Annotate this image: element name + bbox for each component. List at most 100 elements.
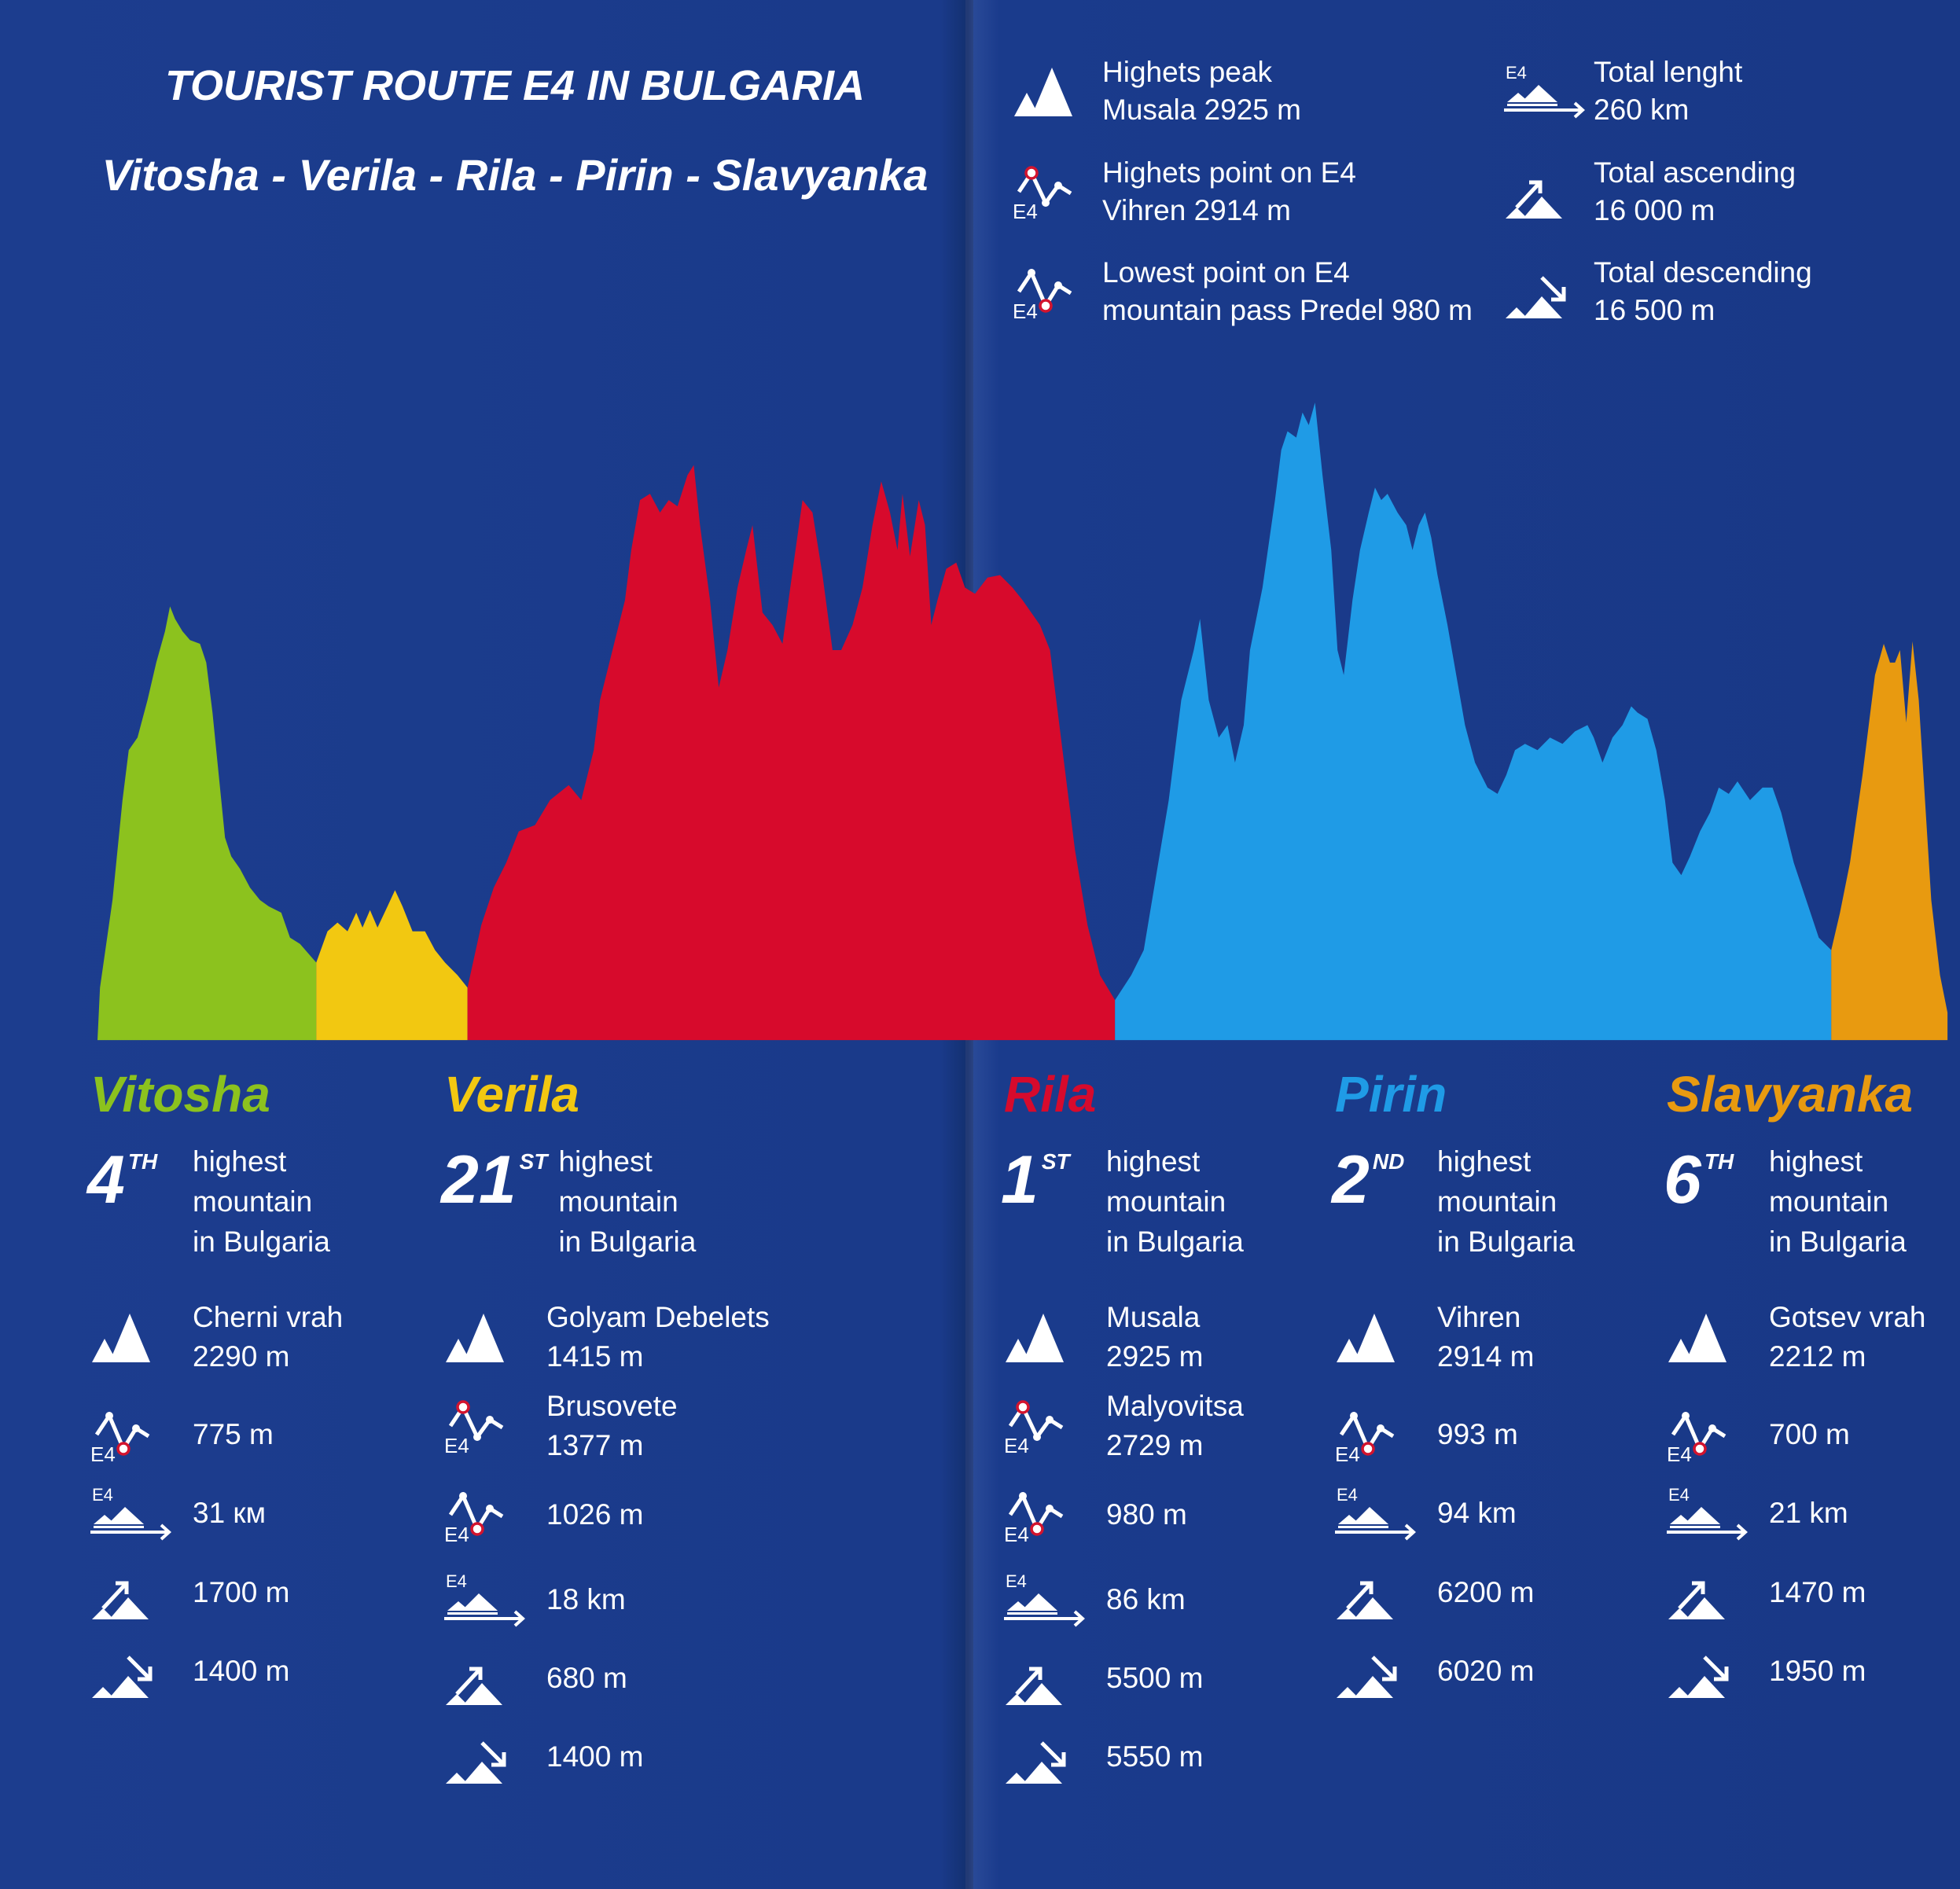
stat-text: Brusovete 1377 m — [546, 1387, 678, 1465]
descent-icon — [1335, 1640, 1421, 1703]
stat-text: 86 km — [1106, 1580, 1186, 1619]
rank-text-line: in Bulgaria — [558, 1226, 697, 1258]
rank-text-line: in Bulgaria — [1106, 1226, 1244, 1258]
ascent-icon — [444, 1647, 531, 1710]
legend-line: Vihren 2914 m — [1102, 194, 1291, 226]
stat-text: 1950 m — [1769, 1652, 1866, 1691]
stat-row: 1950 m — [1667, 1632, 1866, 1711]
length-icon — [1667, 1482, 1753, 1545]
highest-point-icon — [444, 1395, 531, 1457]
legend-item: Total descending 16 500 m — [1504, 254, 1812, 329]
legend-item: Highets peak Musala 2925 m — [1013, 53, 1301, 129]
stat-row: 1700 m — [90, 1553, 289, 1632]
stat-row: 6200 m — [1335, 1553, 1534, 1632]
stat-row: Brusovete 1377 m — [444, 1387, 678, 1465]
stat-row: 86 km — [1004, 1560, 1186, 1639]
stat-row: 94 km — [1335, 1474, 1517, 1553]
peak-icon — [1335, 1306, 1421, 1369]
lowest-point-icon — [90, 1403, 177, 1466]
legend-line: Highets peak — [1102, 56, 1272, 88]
stat-value: 31 км — [193, 1497, 267, 1529]
profile-slavyanka — [1831, 641, 1948, 1041]
legend-text: Total ascending 16 000 m — [1594, 154, 1796, 230]
stat-value: 1026 m — [546, 1498, 644, 1531]
highest-point-icon — [1004, 1395, 1090, 1457]
mountain-name: Slavyanka — [1667, 1066, 1914, 1123]
stat-row: 980 m — [1004, 1476, 1187, 1554]
ascent-icon — [1335, 1561, 1421, 1624]
descent-icon — [1004, 1725, 1090, 1788]
stat-text: 775 m — [193, 1415, 274, 1454]
rank-suffix: ST — [519, 1149, 548, 1174]
stat-value: 5500 m — [1106, 1662, 1204, 1694]
ascent-icon — [1667, 1561, 1753, 1624]
stat-value: 980 m — [1106, 1498, 1187, 1531]
rank-description: highest mountain in Bulgaria — [1769, 1141, 1907, 1262]
legend-line: mountain pass Predel 980 m — [1102, 294, 1473, 326]
stat-label: Cherni vrah — [193, 1301, 344, 1333]
lowest-point-icon — [1335, 1403, 1421, 1466]
legend-text: Highets peak Musala 2925 m — [1102, 53, 1301, 129]
ascent-icon — [1504, 160, 1590, 223]
stat-text: Vihren 2914 m — [1437, 1298, 1534, 1376]
rank-suffix: ST — [1041, 1149, 1070, 1174]
rank-suffix: TH — [127, 1149, 158, 1174]
stat-value: 1700 m — [193, 1576, 290, 1608]
legend-text: Lowest point on E4 mountain pass Predel 9… — [1102, 254, 1473, 329]
rank-text-line: mountain — [1106, 1185, 1226, 1218]
legend-item: Highets point on E4 Vihren 2914 m — [1013, 154, 1356, 230]
lowest-point-icon — [1013, 260, 1099, 323]
stat-text: Cherni vrah 2290 m — [193, 1298, 343, 1376]
stat-row: 5550 m — [1004, 1718, 1203, 1796]
rank-number: 6 — [1664, 1142, 1701, 1218]
rank-row: 4 TH highest mountain in Bulgaria — [87, 1141, 330, 1262]
rank-row: 2 ND highest mountain in Bulgaria — [1332, 1141, 1575, 1262]
stat-text: 94 km — [1437, 1494, 1517, 1533]
legend-line: Total lenght — [1594, 56, 1743, 88]
rank-row: 1 ST highest mountain in Bulgaria — [1001, 1141, 1244, 1262]
rank-number: 1 — [1001, 1142, 1039, 1218]
legend-line: 16 500 m — [1594, 294, 1715, 326]
legend-item: Lowest point on E4 mountain pass Predel 9… — [1013, 254, 1473, 329]
stat-row: 1470 m — [1667, 1553, 1866, 1632]
rank-row: 6 TH highest mountain in Bulgaria — [1664, 1141, 1907, 1262]
stat-value: 2290 m — [193, 1340, 290, 1373]
stat-value: 21 km — [1769, 1497, 1848, 1529]
stat-text: 993 m — [1437, 1415, 1518, 1454]
stat-value: 94 km — [1437, 1497, 1517, 1529]
stat-text: 1400 m — [193, 1652, 289, 1691]
stat-value: 1470 m — [1769, 1576, 1866, 1608]
profile-pirin — [1115, 402, 1832, 1041]
stat-row: 31 км — [90, 1474, 266, 1553]
stat-label: Gotsev vrah — [1769, 1301, 1926, 1333]
stat-row: Malyovitsa 2729 m — [1004, 1387, 1244, 1465]
rank-description: highest mountain in Bulgaria — [558, 1141, 696, 1262]
legend-text: Total lenght 260 km — [1594, 53, 1742, 129]
stat-text: Malyovitsa 2729 m — [1106, 1387, 1244, 1465]
stat-text: Gotsev vrah 2212 m — [1769, 1298, 1925, 1376]
legend-line: Total ascending — [1594, 156, 1796, 189]
stat-text: Golyam Debelets 1415 m — [546, 1298, 770, 1376]
peak-icon — [90, 1306, 177, 1369]
length-icon — [444, 1568, 531, 1631]
stat-value: 6200 m — [1437, 1576, 1535, 1608]
stat-row: 1400 m — [444, 1718, 643, 1796]
rank-text-line: mountain — [1437, 1185, 1557, 1218]
stat-value: 993 m — [1437, 1418, 1518, 1450]
legend-line: 16 000 m — [1594, 194, 1715, 226]
rank-text-line: highest — [558, 1145, 653, 1178]
rank-description: highest mountain in Bulgaria — [1437, 1141, 1575, 1262]
peak-icon — [1013, 60, 1099, 123]
stat-text: 31 км — [193, 1494, 266, 1533]
descent-icon — [1667, 1640, 1753, 1703]
stat-value: 6020 m — [1437, 1655, 1535, 1687]
rank-text-line: mountain — [193, 1185, 313, 1218]
lowest-point-icon — [444, 1483, 531, 1546]
stat-text: 5550 m — [1106, 1737, 1203, 1777]
rank-text-line: mountain — [1769, 1185, 1889, 1218]
legend-text: Highets point on E4 Vihren 2914 m — [1102, 154, 1356, 230]
stat-text: 980 m — [1106, 1495, 1187, 1534]
stat-text: Musala 2925 m — [1106, 1298, 1203, 1376]
peak-icon — [444, 1306, 531, 1369]
stat-row: Vihren 2914 m — [1335, 1298, 1534, 1376]
